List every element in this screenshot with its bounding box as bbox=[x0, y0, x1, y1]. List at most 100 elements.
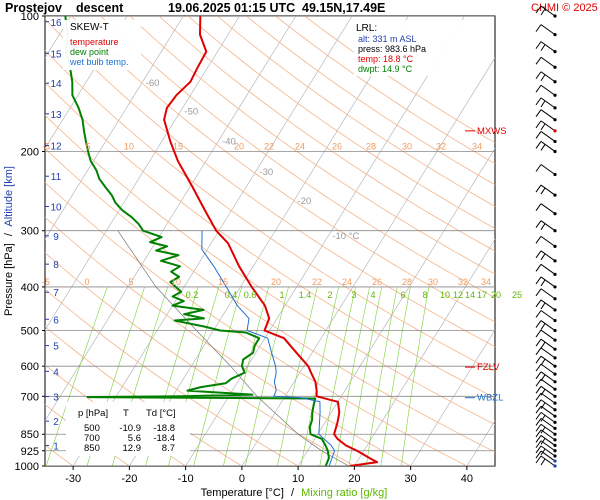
dry-adiabat-label: 20 bbox=[234, 141, 244, 151]
pressure-tick-label: 400 bbox=[21, 282, 39, 294]
isotherm-line bbox=[45, 16, 240, 331]
table-cell: 850 bbox=[84, 443, 100, 454]
header-datetime: 19.06.2025 01:15 UTC bbox=[168, 1, 295, 15]
dry-adiabat-line bbox=[275, 16, 495, 165]
wind-barb bbox=[535, 120, 557, 133]
wind-barb bbox=[535, 263, 557, 276]
dry-adiabat-line bbox=[45, 252, 355, 466]
dry-adiabat-label: 10 bbox=[124, 141, 134, 151]
header-credit: CHMI © 2025 bbox=[531, 2, 598, 14]
wind-barb bbox=[535, 329, 557, 342]
wind-barb bbox=[535, 299, 557, 312]
dry-adiabat-label: 22 bbox=[312, 277, 322, 287]
altitude-tick-label: 2 bbox=[53, 417, 59, 428]
wind-barb bbox=[535, 405, 557, 418]
dry-adiabat-line bbox=[71, 16, 495, 323]
dry-adiabat-label: 32 bbox=[436, 141, 446, 151]
series-line-wet-bulb-temp bbox=[201, 230, 336, 466]
wind-barb bbox=[535, 84, 557, 97]
mixing-ratio-label: 0.4 bbox=[225, 290, 238, 300]
isotherm-line bbox=[45, 16, 184, 240]
altitude-tick-label: 8 bbox=[53, 260, 59, 271]
temperature-tick-label: 40 bbox=[461, 473, 473, 485]
level-table: p [hPa] T Td [°C] 500 -10.9 -18.8 700 5.… bbox=[66, 402, 190, 456]
header-coords: 49.15N,17.49E bbox=[302, 1, 385, 15]
dry-adiabat-line bbox=[246, 16, 495, 186]
y-axis-title: Pressure [hPa] / Altitude [km] bbox=[3, 166, 15, 316]
isotherm-label: -10 °C bbox=[332, 231, 359, 242]
table-cell: -18.4 bbox=[153, 433, 175, 444]
isotherm-label: -50 bbox=[184, 106, 198, 117]
legend-wet-bulb: wet bulb temp. bbox=[69, 57, 129, 67]
y-axis-title-sep: / bbox=[3, 232, 15, 236]
altitude-tick-label: 13 bbox=[50, 110, 62, 121]
wind-barb bbox=[535, 355, 557, 368]
wind-barb bbox=[535, 250, 557, 263]
wind-barb bbox=[535, 338, 557, 351]
mixing-ratio-label: 1.4 bbox=[299, 290, 312, 300]
isotherm-line bbox=[72, 16, 353, 466]
pressure-tick-label: 700 bbox=[21, 391, 39, 403]
isotherm-line bbox=[45, 16, 128, 150]
wind-barb bbox=[535, 235, 557, 248]
mixing-ratio-label: 14 bbox=[465, 290, 475, 300]
level-label-mxws: MXWS bbox=[477, 126, 507, 137]
mixing-ratio-label: 1 bbox=[279, 290, 284, 300]
temperature-tick-label: -20 bbox=[121, 473, 137, 485]
altitude-tick-label: 7 bbox=[53, 288, 59, 299]
dry-adiabat-line bbox=[129, 16, 495, 275]
lrl-title: LRL: bbox=[356, 23, 377, 34]
table-cell: -10.9 bbox=[119, 423, 141, 434]
wind-barb bbox=[535, 378, 557, 391]
level-label-fzlv: FZLV bbox=[477, 362, 500, 373]
table-cell: 500 bbox=[84, 423, 100, 434]
altitude-tick-label: 5 bbox=[53, 342, 59, 353]
wind-barb bbox=[535, 440, 557, 453]
wind-barb bbox=[535, 363, 557, 376]
table-header-p: p [hPa] bbox=[78, 408, 108, 419]
table-header-t: T bbox=[123, 408, 129, 419]
dry-adiabat-line bbox=[45, 114, 495, 426]
dry-adiabat-label: 24 bbox=[295, 141, 305, 151]
table-cell: 700 bbox=[84, 433, 100, 444]
wind-barb bbox=[535, 164, 557, 177]
dry-adiabat-line bbox=[45, 364, 186, 466]
altitude-tick-label: 16 bbox=[50, 18, 62, 29]
wind-barb bbox=[535, 450, 557, 463]
isotherm-label: -30 bbox=[259, 167, 273, 178]
lrl-dwpt: dwpt: 14.9 °C bbox=[358, 64, 413, 74]
legend-temperature: temperature bbox=[70, 37, 119, 47]
mixing-ratio-line bbox=[45, 286, 108, 466]
altitude-tick-label: 15 bbox=[50, 49, 62, 60]
level-label-wbzl: WBZL bbox=[477, 393, 503, 404]
pressure-tick-label: 100 bbox=[21, 11, 39, 23]
table-header-td: Td [°C] bbox=[146, 408, 176, 419]
isotherm-line bbox=[523, 16, 600, 466]
temperature-tick-label: 30 bbox=[405, 473, 417, 485]
temperature-tick-label: 0 bbox=[239, 473, 245, 485]
lrl-box: LRL: alt: 331 m ASL press: 983.6 hPa tem… bbox=[354, 20, 466, 76]
legend-title: SKEW-T bbox=[70, 22, 109, 33]
mixing-ratio-line bbox=[193, 286, 242, 466]
wind-barb bbox=[535, 399, 557, 412]
x-axis-title-sep: / bbox=[291, 487, 295, 499]
pressure-tick-label: 925 bbox=[21, 446, 39, 458]
mixing-ratio-label: 2 bbox=[327, 290, 332, 300]
temperature-tick-label: 10 bbox=[292, 473, 304, 485]
isotherm-line bbox=[45, 16, 297, 422]
isotherm-label: -20 bbox=[298, 196, 312, 207]
isotherm-line bbox=[185, 16, 465, 466]
pressure-tick-label: 850 bbox=[21, 429, 39, 441]
mixing-ratio-label: 17 bbox=[477, 290, 487, 300]
dry-adiabat-line bbox=[45, 326, 243, 466]
wind-barb bbox=[535, 141, 557, 154]
dry-adiabat-label: 5 bbox=[85, 141, 90, 151]
header-mode: descent bbox=[76, 1, 124, 15]
wind-barb bbox=[535, 131, 557, 144]
mixing-ratio-label: 4 bbox=[370, 290, 375, 300]
dry-adiabat-label: 24 bbox=[342, 277, 352, 287]
y-axis-title-altitude: Altitude [km] bbox=[3, 166, 15, 227]
dry-adiabat-label: 26 bbox=[332, 141, 342, 151]
mixing-ratio-label: 10 bbox=[440, 290, 450, 300]
